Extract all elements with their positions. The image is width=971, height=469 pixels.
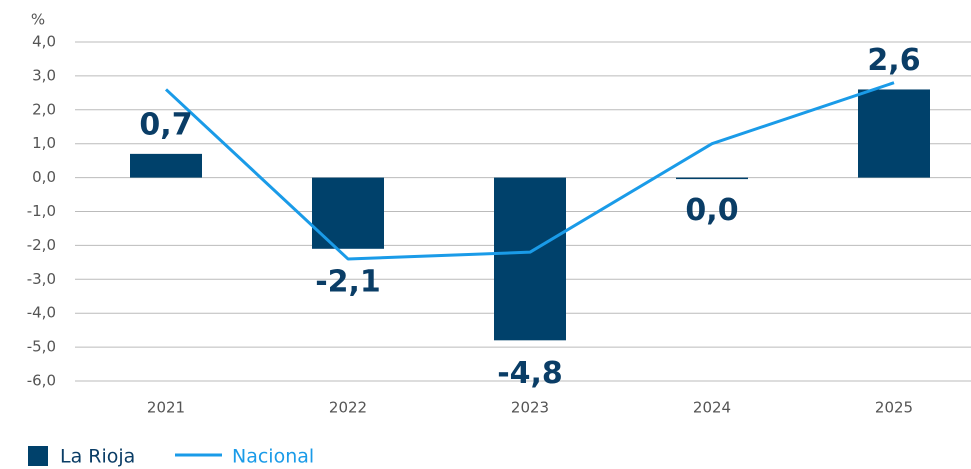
y-tick-label: 0,0 [32,168,56,186]
legend-label: La Rioja [60,446,135,468]
bar [858,89,930,178]
x-tick-label: 2023 [511,399,549,417]
value-label: -4,8 [497,356,563,391]
x-tick-label: 2021 [147,399,185,417]
y-tick-label: -6,0 [27,372,56,390]
bar [312,177,384,249]
y-tick-label: -4,0 [27,304,56,322]
legend-label: Nacional [232,446,314,468]
bar [130,153,202,178]
y-tick-label: -1,0 [27,202,56,220]
value-label: 0,0 [685,193,738,228]
y-axis-label: % [31,11,45,29]
y-tick-label: 3,0 [32,66,56,84]
y-tick-label: 2,0 [32,100,56,118]
legend-swatch [28,446,48,466]
y-tick-label: -3,0 [27,270,56,288]
x-tick-label: 2022 [329,399,367,417]
bar [494,177,566,341]
x-tick-label: 2024 [693,399,731,417]
value-label: 2,6 [867,43,920,78]
line [164,81,895,261]
y-tick-label: 4,0 [32,33,56,51]
x-tick-label: 2025 [875,399,913,417]
y-tick-label: -5,0 [27,338,56,356]
y-tick-label: 1,0 [32,134,56,152]
y-tick-label: -2,0 [27,236,56,254]
value-label: -2,1 [315,264,381,299]
bar [676,177,748,180]
value-label: 0,7 [139,107,192,142]
